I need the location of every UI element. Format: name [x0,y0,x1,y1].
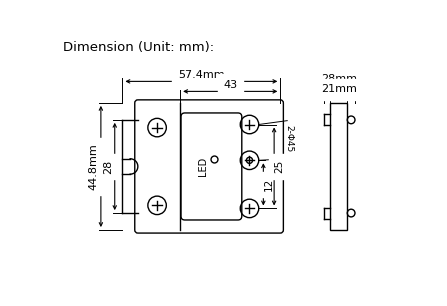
Text: 43: 43 [223,80,237,90]
Text: LED: LED [198,157,208,176]
Text: Dimension (Unit: mm):: Dimension (Unit: mm): [63,41,214,54]
Text: 2-Φ45: 2-Φ45 [284,125,293,152]
Text: 28mm: 28mm [321,74,358,84]
Text: 57.4mm: 57.4mm [178,70,225,80]
Text: 21mm: 21mm [321,84,357,95]
Text: 12: 12 [264,178,274,191]
Text: 28: 28 [104,159,114,174]
Text: 44.8mm: 44.8mm [88,143,98,190]
Text: 25: 25 [274,160,285,173]
